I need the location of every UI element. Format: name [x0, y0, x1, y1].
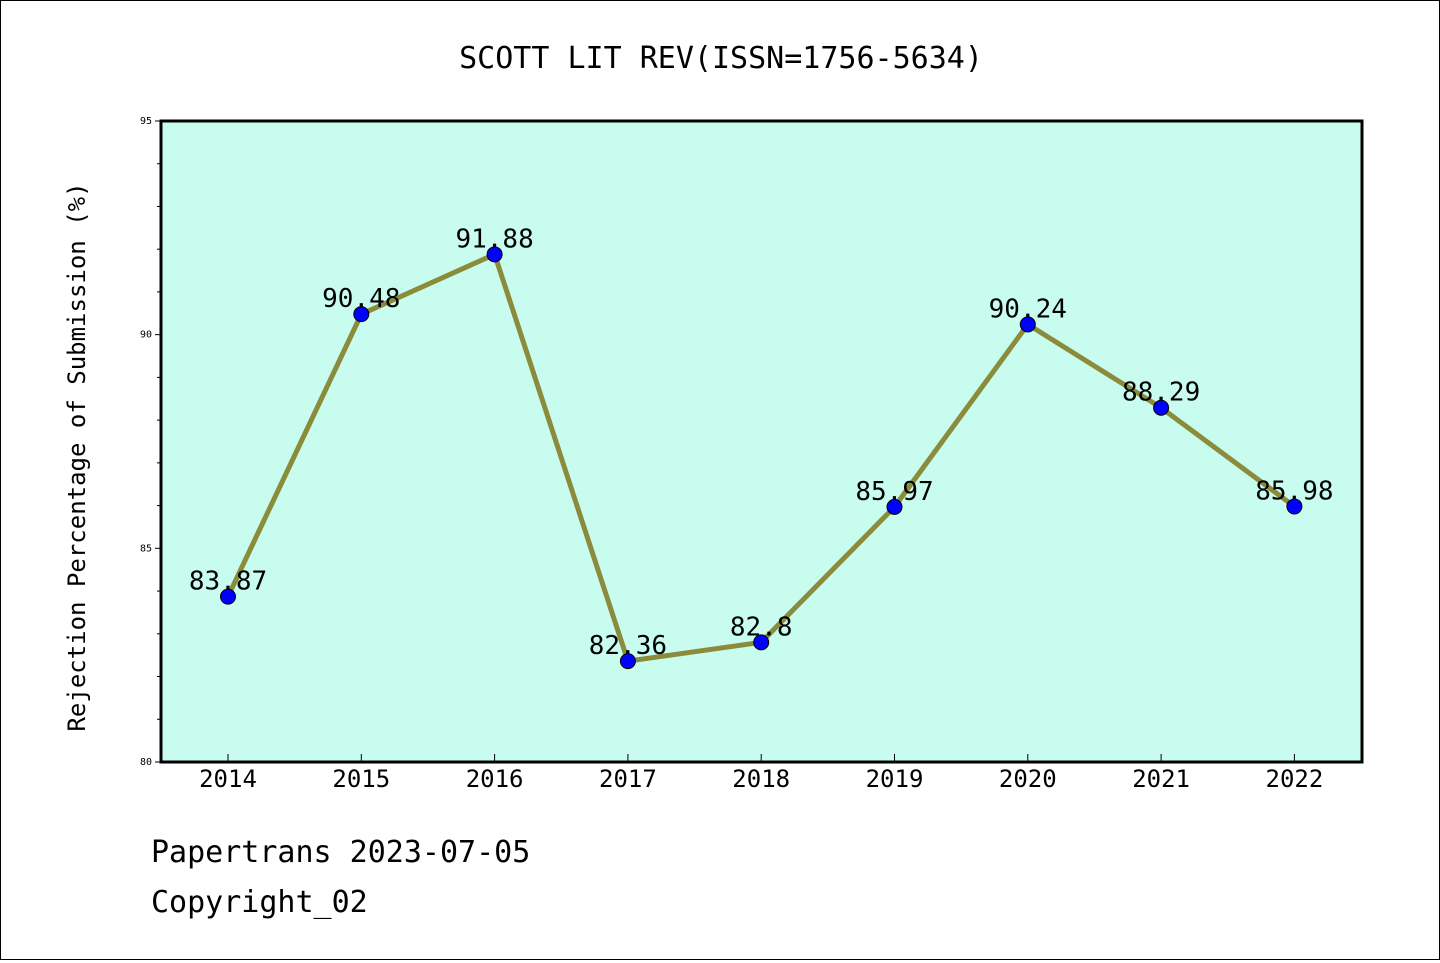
data-label: 82.36 — [589, 631, 667, 661]
x-tick-label: 2016 — [466, 765, 524, 793]
x-tick-label: 2022 — [1266, 765, 1324, 793]
data-label: 82.8 — [730, 612, 793, 642]
y-tick-label: 90 — [140, 330, 152, 341]
data-point-marker — [753, 634, 770, 651]
data-point-marker — [1153, 399, 1170, 416]
x-tick-label: 2021 — [1132, 765, 1190, 793]
x-tick-label: 2014 — [199, 765, 257, 793]
data-label: 90.48 — [322, 284, 400, 314]
chart-title: SCOTT LIT REV(ISSN=1756-5634) — [459, 41, 983, 76]
y-tick-label: 95 — [140, 116, 152, 127]
x-tick-label: 2018 — [732, 765, 790, 793]
x-tick-label: 2020 — [999, 765, 1057, 793]
plot-area — [159, 119, 1364, 764]
data-label: 83.87 — [189, 567, 267, 597]
data-labels: 83.87 90.48 91.88 82.36 82.8 85.97 90.24 88.29 8… — [189, 224, 1334, 661]
x-axis: 2014 2015 2016 2017 2018 2019 2020 2021 2022 — [199, 754, 1323, 793]
y-tick-label: 85 — [140, 543, 152, 554]
x-tick-label: 2017 — [599, 765, 657, 793]
data-label: 91.88 — [455, 224, 533, 254]
x-tick-label: 2015 — [332, 765, 390, 793]
data-label: 85.98 — [1255, 476, 1333, 506]
y-axis-label: Rejection Percentage of Submission (%) — [63, 182, 91, 731]
footer-copyright-line: Copyright_02 — [151, 885, 368, 920]
y-axis: 80 85 90 95 — [140, 116, 161, 768]
data-label: 88.29 — [1122, 378, 1200, 408]
footer-date-line: Papertrans 2023-07-05 — [151, 835, 531, 870]
data-point-marker — [1019, 316, 1036, 333]
y-tick-label: 80 — [140, 757, 152, 768]
data-point-marker — [619, 653, 636, 670]
data-point-marker — [886, 498, 903, 515]
data-points — [220, 246, 1303, 670]
x-tick-label: 2019 — [866, 765, 924, 793]
data-point-marker — [353, 306, 370, 323]
data-point-marker — [1286, 498, 1303, 515]
data-label: 85.97 — [855, 477, 933, 507]
data-point-marker — [486, 246, 503, 263]
data-point-marker — [220, 588, 236, 605]
data-label: 90.24 — [989, 294, 1067, 324]
